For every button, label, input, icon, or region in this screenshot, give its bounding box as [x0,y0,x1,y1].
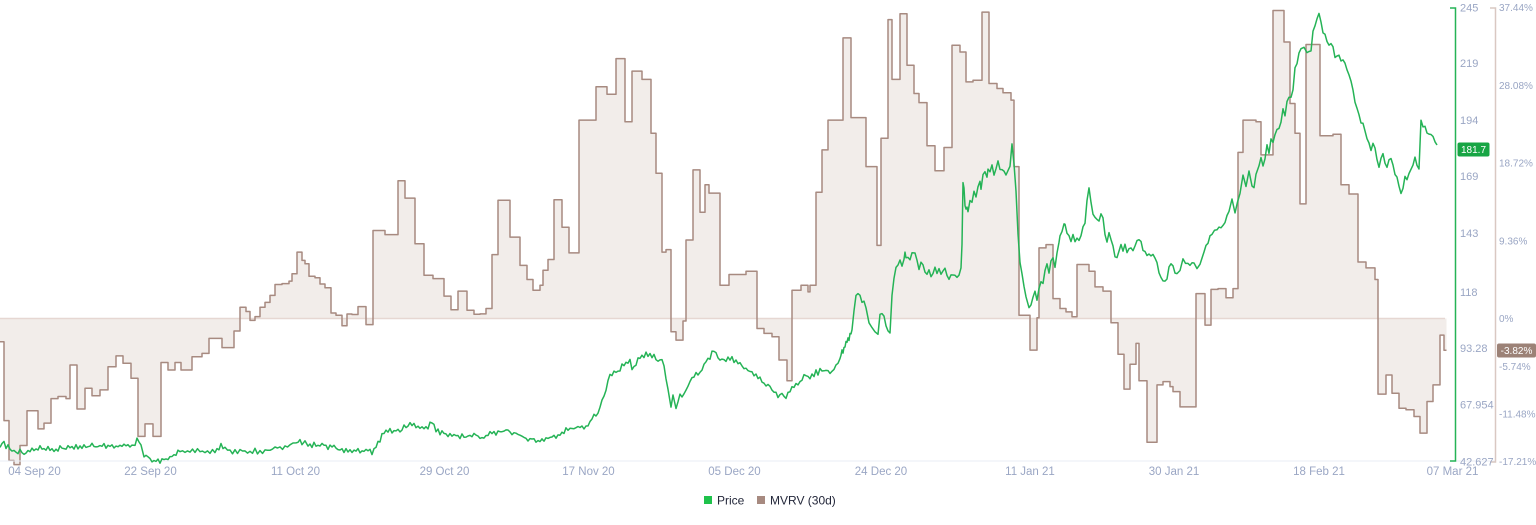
svg-text:24 Dec 20: 24 Dec 20 [855,466,907,478]
svg-text:17 Nov 20: 17 Nov 20 [562,466,614,478]
svg-text:11 Jan 21: 11 Jan 21 [1005,466,1055,478]
svg-text:30 Jan 21: 30 Jan 21 [1149,466,1200,478]
svg-text:9.36%: 9.36% [1499,236,1527,247]
svg-text:18.72%: 18.72% [1499,159,1533,170]
svg-text:0%: 0% [1499,314,1514,325]
svg-text:05 Dec 20: 05 Dec 20 [708,466,760,478]
svg-text:169: 169 [1460,171,1478,183]
svg-text:-3.82%: -3.82% [1501,346,1533,357]
svg-text:219: 219 [1460,58,1478,70]
svg-text:18 Feb 21: 18 Feb 21 [1293,466,1345,478]
svg-text:181.7: 181.7 [1461,145,1486,156]
svg-text:-5.74%: -5.74% [1499,362,1531,373]
svg-text:-11.48%: -11.48% [1499,409,1536,420]
svg-text:93.28: 93.28 [1460,343,1488,355]
svg-text:22 Sep 20: 22 Sep 20 [124,466,176,478]
svg-text:MVRV (30d): MVRV (30d) [770,493,836,507]
svg-text:11 Oct 20: 11 Oct 20 [271,466,320,478]
svg-text:07 Mar 21: 07 Mar 21 [1427,466,1479,478]
svg-text:143: 143 [1460,228,1478,240]
svg-text:28.08%: 28.08% [1499,81,1533,92]
svg-text:Price: Price [717,493,745,507]
svg-text:37.44%: 37.44% [1499,3,1533,14]
svg-text:04 Sep 20: 04 Sep 20 [8,466,60,478]
svg-text:118: 118 [1460,287,1478,299]
svg-text:67.954: 67.954 [1460,399,1494,411]
svg-text:245: 245 [1460,2,1478,14]
svg-text:194: 194 [1460,115,1478,127]
svg-text:42.627: 42.627 [1460,456,1494,468]
svg-text:29 Oct 20: 29 Oct 20 [420,466,470,478]
svg-text:-17.21%: -17.21% [1499,457,1536,468]
